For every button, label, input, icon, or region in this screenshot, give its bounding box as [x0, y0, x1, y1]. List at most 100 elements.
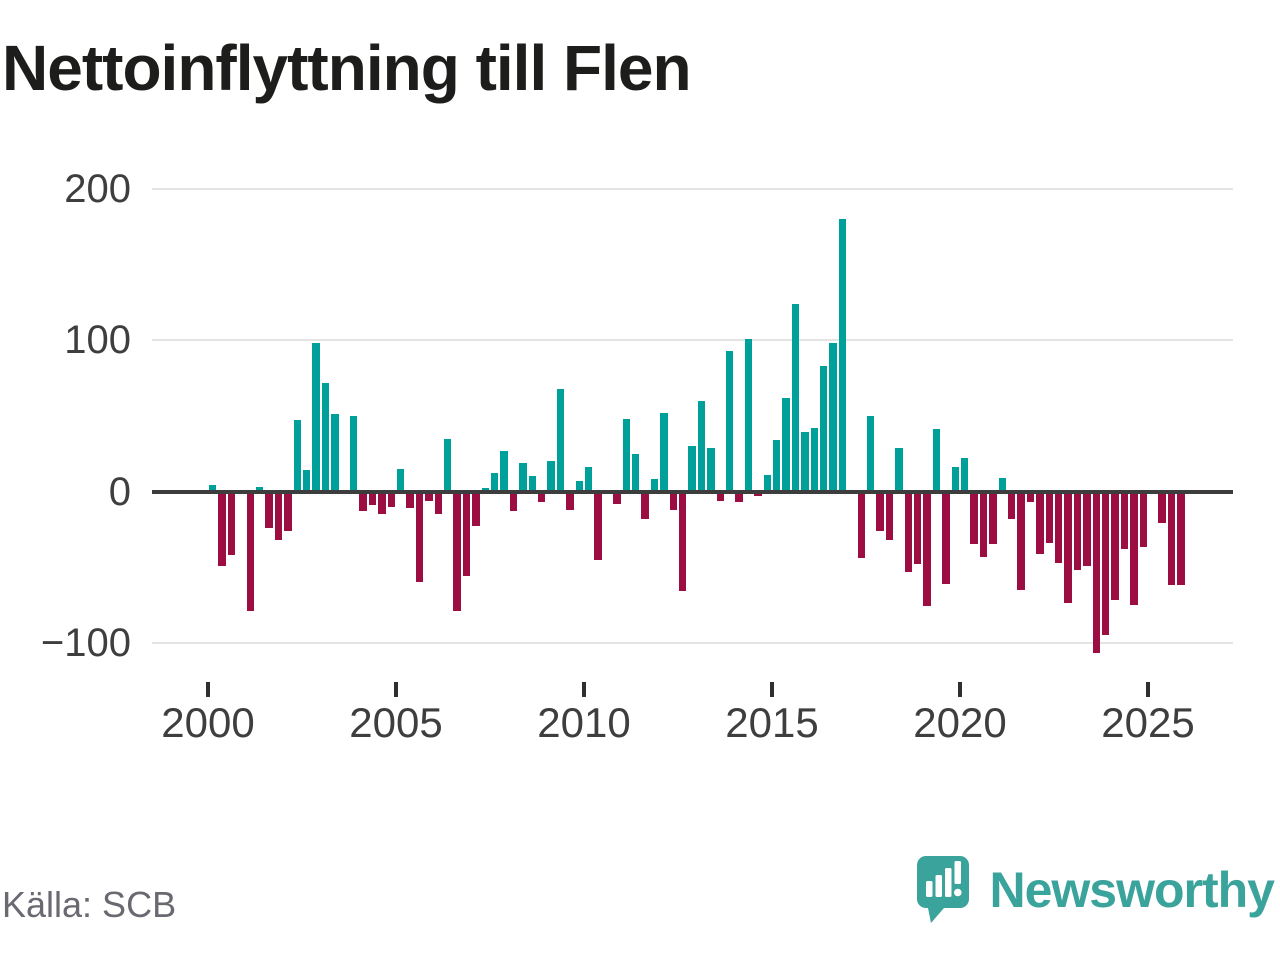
y-tick-label: 0: [108, 469, 131, 514]
bar-2013Q3: [716, 491, 725, 501]
x-axis-tick: [206, 682, 210, 697]
x-tick-label: 2025: [1101, 699, 1195, 746]
bar-2015Q1: [772, 440, 781, 492]
bar-2014Q2: [744, 338, 753, 492]
bar-2007Q3: [490, 473, 499, 492]
bar-2025Q2: [1158, 491, 1166, 524]
branding-wordmark: Newsworthy: [989, 862, 1275, 918]
x-axis-zero-line: [152, 489, 1233, 494]
bar-2019Q3: [942, 491, 950, 584]
bar-2014Q4: [763, 474, 772, 492]
bar-2002Q2: [293, 420, 302, 492]
bar-2004Q3: [378, 491, 386, 515]
bar-2016Q3: [829, 343, 837, 492]
x-axis-tick: [770, 682, 774, 697]
bar-2024Q2: [1120, 491, 1129, 549]
bar-2013Q1: [697, 400, 706, 492]
branding: Newsworthy: [917, 856, 1275, 924]
bar-2001Q3: [265, 491, 273, 528]
bar-2022Q1: [1036, 491, 1044, 554]
bar-2000Q2: [218, 491, 226, 566]
bar-2003Q4: [349, 415, 358, 492]
bar-2009Q2: [556, 388, 565, 492]
bar-2008Q3: [528, 476, 537, 492]
bar-2008Q4: [537, 491, 546, 503]
bar-2010Q4: [613, 491, 621, 504]
bar-2016Q2: [819, 365, 828, 492]
bar-2011Q1: [622, 418, 631, 492]
bar-2014Q1: [735, 491, 743, 503]
bar-2021Q4: [1026, 491, 1035, 503]
bar-2012Q3: [678, 491, 687, 592]
bar-2011Q3: [641, 491, 649, 519]
bar-2005Q1: [396, 468, 405, 492]
bar-2012Q4: [688, 446, 696, 492]
bar-2020Q3: [979, 491, 988, 557]
y-tick-label: −100: [40, 620, 131, 665]
bar-2018Q1: [885, 491, 894, 540]
bar-2008Q1: [509, 491, 518, 512]
bar-2022Q2: [1045, 491, 1054, 543]
x-tick-label: 2000: [161, 699, 255, 746]
bar-2021Q3: [1017, 491, 1025, 590]
bar-2024Q4: [1139, 491, 1148, 548]
bar-2015Q3: [791, 303, 800, 492]
bar-2003Q1: [321, 382, 330, 492]
newsworthy-logo-icon: [917, 856, 970, 923]
bar-2020Q4: [989, 491, 997, 545]
bar-2023Q4: [1101, 491, 1110, 636]
bar-2024Q3: [1130, 491, 1138, 605]
x-axis-tick: [958, 682, 962, 697]
y-tick-label: 100: [64, 318, 131, 363]
bar-2006Q2: [443, 438, 452, 492]
bar-2022Q4: [1064, 491, 1072, 604]
bar-2014Q3: [754, 491, 762, 497]
bar-2023Q1: [1073, 491, 1082, 571]
bar-2010Q1: [584, 467, 593, 492]
bar-2019Q4: [951, 467, 960, 492]
bar-2007Q4: [500, 450, 508, 492]
bar-2006Q4: [462, 491, 471, 577]
chart-title: Nettoinflyttning till Flen: [2, 32, 692, 104]
bar-2017Q4: [876, 491, 884, 531]
bar-2005Q3: [415, 491, 424, 583]
bar-2025Q4: [1177, 491, 1185, 586]
bar-2006Q3: [453, 491, 461, 612]
x-tick-label: 2015: [725, 699, 819, 746]
bar-2025Q3: [1167, 491, 1176, 586]
bar-2009Q4: [575, 480, 584, 492]
bar-2016Q4: [838, 219, 847, 492]
gridline: [152, 641, 1233, 644]
gridline: [152, 339, 1233, 342]
bar-2012Q1: [660, 412, 668, 492]
bar-2008Q2: [519, 462, 527, 492]
bar-2019Q1: [923, 491, 931, 607]
bar-2023Q3: [1092, 491, 1101, 654]
bar-2021Q1: [998, 477, 1007, 492]
bar-2015Q2: [782, 397, 790, 492]
bar-2018Q4: [913, 491, 922, 565]
bar-2021Q2: [1007, 491, 1016, 519]
bar-2009Q3: [566, 491, 574, 510]
bar-2018Q2: [895, 447, 903, 492]
bar-2000Q3: [227, 491, 236, 556]
bar-2016Q1: [810, 427, 819, 492]
x-tick-label: 2010: [537, 699, 631, 746]
bar-2012Q2: [669, 491, 678, 510]
bar-2002Q3: [302, 470, 311, 492]
bar-2002Q4: [312, 343, 320, 492]
bar-2023Q2: [1083, 491, 1091, 566]
bar-2003Q2: [331, 414, 339, 492]
x-tick-label: 2020: [913, 699, 1007, 746]
bar-2011Q2: [631, 453, 640, 492]
bar-2010Q2: [594, 491, 602, 560]
bar-2004Q4: [387, 491, 396, 507]
bar-2001Q1: [246, 491, 255, 612]
x-axis-tick: [582, 682, 586, 697]
bar-2018Q3: [904, 491, 913, 572]
bar-2017Q3: [866, 415, 875, 492]
bar-2001Q4: [274, 491, 283, 540]
x-axis-tick: [1146, 682, 1150, 697]
